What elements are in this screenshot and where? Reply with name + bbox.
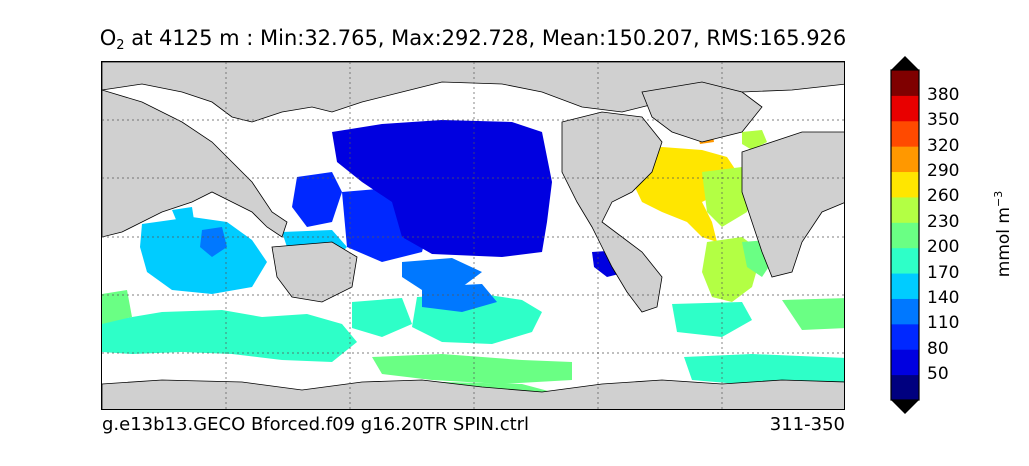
colorbar-tick-label: 170 [927,262,960,283]
colorbar-min-arrow [891,400,919,414]
colorbar [890,56,920,414]
colorbar-bin [891,120,919,147]
colorbar-bins [891,70,919,401]
colorbar-bin [891,349,919,376]
indian-ocean-field [140,207,267,294]
colorbar-bin [891,298,919,325]
colorbar-tick-label: 290 [927,161,960,182]
land-masses [102,62,844,409]
colorbar-tick-label: 380 [927,84,960,105]
species-subscript: 2 [116,38,125,53]
colorbar-bin [891,323,919,350]
colorbar-bin [891,222,919,249]
colorbar-unit-label: mmol m−3 [992,191,1014,277]
unit-text: mmol m [993,207,1014,278]
colorbar-bin [891,146,919,173]
colorbar-tick-label: 320 [927,135,960,156]
graticule [102,62,844,409]
colorbar-tick-label: 260 [927,186,960,207]
colorbar-bin [891,70,919,96]
colorbar-tick-label: 230 [927,211,960,232]
colorbar-tick-label: 110 [927,313,960,334]
colorbar-tick-label: 350 [927,110,960,131]
colorbar-tick-label: 80 [927,338,949,359]
colorbar-bin [891,196,919,223]
colorbar-bin [891,171,919,198]
colorbar-bin [891,374,919,401]
colorbar-max-arrow [891,56,919,70]
colorbar-bin [891,95,919,122]
colorbar-tick-label: 140 [927,287,960,308]
map-panel [101,61,845,410]
colorbar-frame [890,69,920,401]
year-range: 311-350 [769,414,845,435]
colorbar-bin [891,247,919,274]
unit-exponent: −3 [992,190,1006,207]
title-stats: at 4125 m : Min:32.765, Max:292.728, Mea… [124,26,847,50]
case-name: g.e13b13.GECO Bforced.f09 g16.20TR SPIN.… [102,414,530,435]
colorbar-bin [891,273,919,299]
colorbar-tick-label: 50 [927,364,949,385]
species-name: O [99,26,117,50]
map-canvas [102,62,844,409]
colorbar-tick-label: 200 [927,237,960,258]
map-title: O2 at 4125 m : Min:32.765, Max:292.728, … [0,26,946,53]
north-atlantic-field [630,130,772,302]
